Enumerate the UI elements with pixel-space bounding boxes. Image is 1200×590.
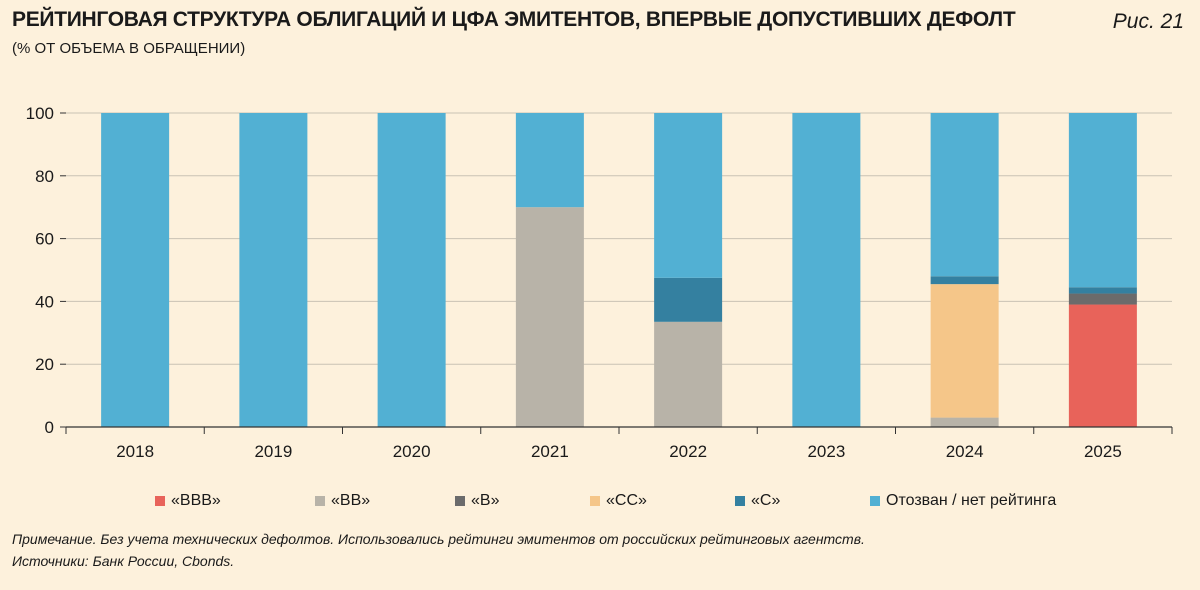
y-tick-label-20: 20 [35,355,54,374]
legend-item-4: «C» [735,492,780,510]
legend-label-3: «CC» [606,492,647,509]
bar-2025-series-0 [1068,304,1137,427]
legend-swatch-1 [315,496,325,506]
bar-2020-series-5 [377,113,446,427]
legend-swatch-4 [735,496,745,506]
bar-2024-series-5 [930,113,999,277]
legend-item-2: «B» [455,492,499,510]
bar-2021-series-5 [515,113,584,208]
x-tick-label-2021: 2021 [531,442,569,461]
bar-2025-series-2 [1068,293,1137,305]
x-tick-label-2018: 2018 [116,442,154,461]
bar-2022-series-1 [654,321,723,427]
legend-item-1: «BB» [315,492,370,510]
chart-sources: Источники: Банк России, Cbonds. [12,553,235,569]
x-tick-label-2020: 2020 [393,442,431,461]
chart-subtitle: (% ОТ ОБЪЕМА В ОБРАЩЕНИИ) [12,40,246,57]
legend-swatch-5 [870,496,880,506]
y-tick-label-0: 0 [45,418,54,437]
y-tick-label-80: 80 [35,167,54,186]
chart-legend: «BBB» «BB» «B» «CC» «C» Отозван / нет рейтинг… [0,492,1200,514]
legend-swatch-0 [155,496,165,506]
legend-item-5: Отозван / нет рейтинга [870,492,1056,510]
grid-lines [66,112,1172,365]
x-tick-label-2023: 2023 [807,442,845,461]
bar-2025-series-5 [1068,113,1137,288]
x-tick-label-2019: 2019 [254,442,292,461]
legend-label-0: «BBB» [171,492,221,509]
legend-swatch-2 [455,496,465,506]
x-tick-label-2025: 2025 [1084,442,1122,461]
legend-label-1: «BB» [331,492,371,509]
legend-label-5: Отозван / нет рейтинга [886,492,1057,509]
y-tick-label-40: 40 [35,292,54,311]
axes: 0 20 40 60 80 100 2018 2019 2020 2021 2022 2023 2024… [26,104,1173,461]
y-tick-label-60: 60 [35,230,54,249]
bar-2023-series-5 [792,113,861,427]
bar-2025-series-4 [1068,287,1137,294]
bar-2024-series-3 [930,284,999,418]
stacked-bar-chart: 0 20 40 60 80 100 2018 2019 2020 2021 2022 2023 2024… [26,104,1173,461]
figure-label: Рис. 21 [1112,10,1184,33]
bar-2018-series-5 [101,113,170,427]
bar-2024-series-1 [930,417,999,427]
bar-2021-series-1 [515,207,584,427]
y-tick-label-100: 100 [26,104,54,123]
legend-swatch-3 [590,496,600,506]
legend-label-4: «C» [751,492,781,509]
legend-label-2: «B» [471,492,500,509]
bar-2019-series-5 [239,113,308,427]
bars [101,113,1137,427]
x-tick-label-2022: 2022 [669,442,707,461]
bar-2022-series-4 [654,277,723,322]
chart-title: РЕЙТИНГОВАЯ СТРУКТУРА ОБЛИГАЦИЙ И ЦФА ЭМ… [12,8,1016,31]
bar-2022-series-5 [654,113,723,278]
chart-note: Примечание. Без учета технических дефолт… [12,531,865,547]
x-tick-label-2024: 2024 [946,442,984,461]
bar-2024-series-4 [930,276,999,285]
legend-item-3: «CC» [590,492,647,510]
legend-item-0: «BBB» [155,492,221,510]
